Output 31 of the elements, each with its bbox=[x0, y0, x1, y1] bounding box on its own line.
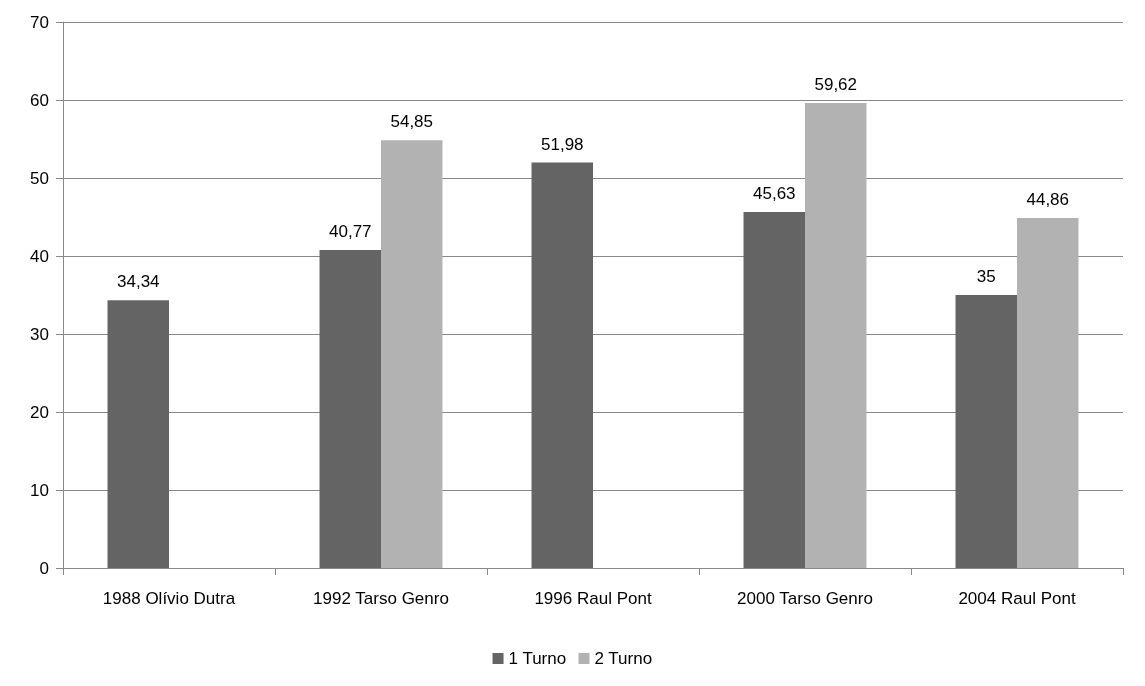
y-tick-label: 70 bbox=[30, 12, 49, 32]
y-tick-label: 40 bbox=[30, 246, 49, 266]
legend-label: 2 Turno bbox=[594, 649, 653, 668]
data-label: 54,85 bbox=[390, 112, 434, 132]
x-tick-label: 2000 Tarso Genro bbox=[737, 589, 873, 608]
bar bbox=[531, 162, 593, 568]
data-label: 34,34 bbox=[116, 272, 160, 292]
bar bbox=[381, 140, 443, 568]
data-label: 51,98 bbox=[540, 134, 584, 154]
y-tick-label: 60 bbox=[30, 90, 49, 110]
bar bbox=[1017, 218, 1079, 568]
data-label: 59,62 bbox=[814, 74, 858, 94]
y-tick-label: 0 bbox=[39, 558, 49, 578]
y-tick-label: 50 bbox=[30, 168, 49, 188]
bar bbox=[805, 102, 867, 568]
data-label: 40,77 bbox=[328, 221, 372, 241]
bar bbox=[955, 295, 1017, 568]
y-tick-label: 20 bbox=[30, 402, 49, 422]
y-tick-label: 10 bbox=[30, 480, 49, 500]
data-label: 35 bbox=[976, 267, 996, 286]
x-tick-label: 1992 Tarso Genro bbox=[313, 589, 449, 608]
bar bbox=[107, 300, 169, 568]
data-label: 44,86 bbox=[1026, 190, 1070, 210]
legend-label: 1 Turno bbox=[508, 649, 567, 668]
x-tick-label: 1988 Olívio Dutra bbox=[102, 589, 236, 608]
data-label: 45,63 bbox=[752, 184, 796, 204]
bar bbox=[319, 249, 381, 568]
y-tick-label: 30 bbox=[30, 324, 49, 344]
bar bbox=[743, 212, 805, 568]
x-tick-label: 2004 Raul Pont bbox=[958, 589, 1076, 608]
x-tick-label: 1996 Raul Pont bbox=[534, 589, 652, 608]
